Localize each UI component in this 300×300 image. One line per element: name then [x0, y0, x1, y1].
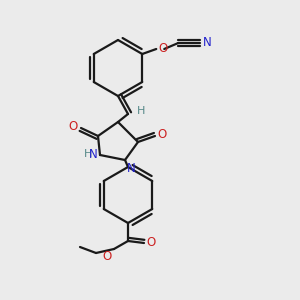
- Text: O: O: [69, 121, 78, 134]
- Text: O: O: [146, 236, 155, 248]
- Text: O: O: [103, 250, 112, 263]
- Text: N: N: [127, 162, 136, 175]
- Text: H: H: [137, 106, 146, 116]
- Text: O: O: [158, 43, 167, 56]
- Text: H: H: [84, 149, 92, 159]
- Text: N: N: [203, 37, 212, 50]
- Text: O: O: [157, 128, 166, 142]
- Text: N: N: [89, 148, 98, 160]
